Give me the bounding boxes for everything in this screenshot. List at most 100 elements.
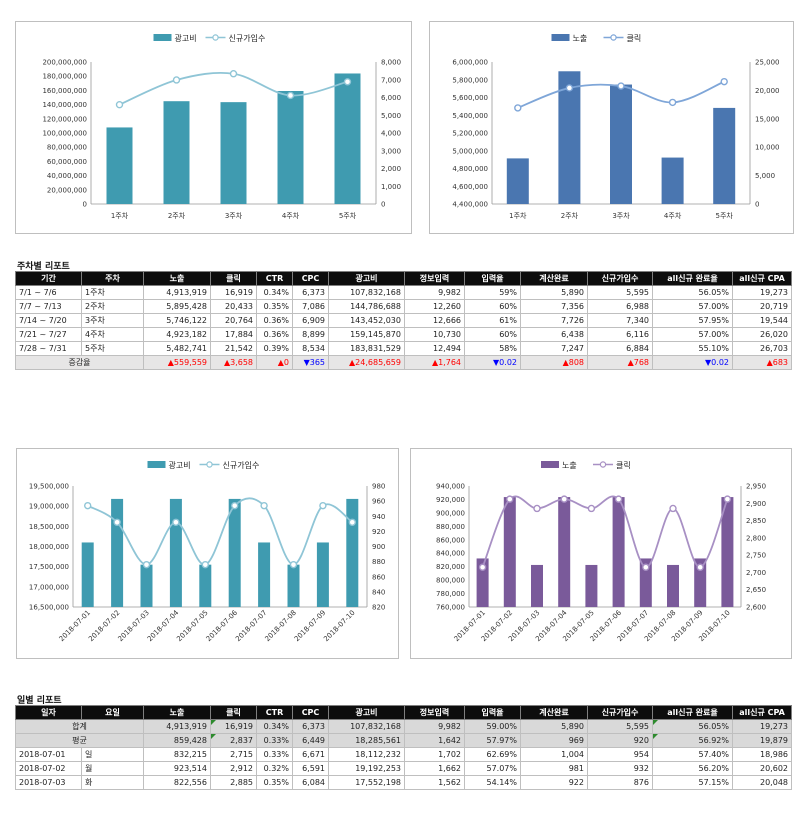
table-cell: 19,273 bbox=[732, 285, 792, 300]
table-cell: 7,726 bbox=[520, 313, 588, 328]
line-point bbox=[83, 501, 92, 510]
y-left-tick-label: 19,000,000 bbox=[29, 503, 69, 511]
table-cell: 832,215 bbox=[143, 747, 211, 762]
delta-row: 증감율 ▲559,559 ▲3,658 ▲0 ▼365 ▲24,685,659 ▲1,764… bbox=[15, 355, 792, 370]
series-line bbox=[481, 495, 729, 569]
table-cell: 6,373 bbox=[292, 285, 329, 300]
table-cell: 4,913,919 bbox=[143, 719, 211, 734]
table-cell: 58% bbox=[464, 341, 521, 356]
table-cell: 859,428 bbox=[143, 733, 211, 748]
table-cell: 9,982 bbox=[404, 719, 465, 734]
bar bbox=[169, 498, 182, 607]
x-tick-label: 2주차 bbox=[168, 211, 186, 220]
table-cell: 26,703 bbox=[732, 341, 792, 356]
y-right-tick-label: 0 bbox=[381, 201, 385, 209]
bar bbox=[81, 542, 94, 607]
table-cell: 0.35% bbox=[256, 299, 293, 314]
bar bbox=[610, 84, 632, 204]
bar bbox=[503, 497, 516, 607]
column-header: 노출 bbox=[143, 705, 211, 720]
table-cell: 4,923,182 bbox=[143, 327, 211, 342]
table-cell: 6,084 bbox=[292, 775, 329, 790]
delta-value: ▲683 bbox=[732, 355, 792, 370]
bar bbox=[106, 127, 133, 204]
table-cell: 0.34% bbox=[256, 719, 293, 734]
y-left-tick-label: 760,000 bbox=[436, 604, 465, 612]
y-right-tick-label: 10,000 bbox=[755, 144, 780, 152]
table-cell: 화 bbox=[81, 775, 144, 790]
table-cell: 1,004 bbox=[520, 747, 588, 762]
table-cell: 62.69% bbox=[464, 747, 521, 762]
y-right-tick-label: 2,600 bbox=[746, 604, 766, 612]
line-point bbox=[565, 84, 574, 92]
table-row: 7/21 ~ 7/27 4주차 4,923,182 17,884 0.36% 8,899 1… bbox=[15, 327, 792, 342]
table-row: 2018-07-03 화 822,556 2,885 0.35% 6,084 17,552,… bbox=[15, 775, 792, 790]
table-cell: 143,452,030 bbox=[328, 313, 405, 328]
y-left-tick-label: 17,500,000 bbox=[29, 563, 69, 571]
legend-bar-swatch bbox=[541, 461, 559, 468]
y-left-tick-label: 5,400,000 bbox=[452, 112, 488, 120]
column-header: CTR bbox=[256, 271, 293, 286]
bar bbox=[346, 498, 359, 607]
table-cell: 954 bbox=[587, 747, 653, 762]
table-cell: 5,746,122 bbox=[143, 313, 211, 328]
y-left-tick-label: 100,000,000 bbox=[42, 130, 87, 138]
bar bbox=[506, 158, 529, 204]
x-tick-label: 5주차 bbox=[716, 211, 734, 220]
table-cell: 12,260 bbox=[404, 299, 465, 314]
table-cell: 18,112,232 bbox=[328, 747, 405, 762]
table-row: 2018-07-01 일 832,215 2,715 0.33% 6,671 18,112,… bbox=[15, 747, 792, 762]
table-row: 7/1 ~ 7/6 1주차 4,913,919 16,919 0.34% 6,373 107… bbox=[15, 285, 792, 300]
table-cell: 2주차 bbox=[81, 299, 144, 314]
legend-line-marker bbox=[599, 461, 607, 468]
table-cell: 57.40% bbox=[652, 747, 733, 762]
table-cell: 144,786,688 bbox=[328, 299, 405, 314]
y-right-tick-label: 980 bbox=[372, 483, 385, 491]
bar bbox=[140, 564, 153, 607]
y-left-tick-label: 780,000 bbox=[436, 590, 465, 598]
y-right-tick-label: 2,000 bbox=[381, 165, 401, 173]
table-cell: 981 bbox=[520, 761, 588, 776]
bar bbox=[721, 497, 734, 607]
column-header: CPC bbox=[292, 271, 329, 286]
table-cell: 920 bbox=[587, 733, 653, 748]
column-header: 정보입력 bbox=[404, 271, 465, 286]
table-cell: 57.00% bbox=[652, 327, 733, 342]
legend-line-marker bbox=[212, 34, 219, 41]
y-left-tick-label: 16,500,000 bbox=[29, 604, 69, 612]
y-left-tick-label: 60,000,000 bbox=[47, 158, 87, 166]
table-cell: 0.34% bbox=[256, 285, 293, 300]
line-point bbox=[172, 76, 181, 84]
legend-label: 노출 bbox=[562, 460, 577, 470]
column-header: 주차 bbox=[81, 271, 144, 286]
table-cell: 2018-07-02 bbox=[15, 761, 82, 776]
table-cell: 1,702 bbox=[404, 747, 465, 762]
y-right-tick-label: 900 bbox=[372, 543, 385, 551]
y-left-tick-label: 4,400,000 bbox=[452, 201, 488, 209]
y-right-tick-label: 820 bbox=[372, 604, 385, 612]
table-cell: 2,885 bbox=[210, 775, 257, 790]
y-left-tick-label: 880,000 bbox=[436, 523, 465, 531]
line-point bbox=[142, 560, 151, 569]
bar bbox=[228, 498, 241, 607]
bar bbox=[585, 564, 598, 607]
line-point bbox=[506, 495, 514, 503]
line-point bbox=[514, 104, 522, 112]
table-cell: 2,715 bbox=[210, 747, 257, 762]
y-right-tick-label: 8,000 bbox=[381, 59, 401, 67]
column-header: 일자 bbox=[15, 705, 82, 720]
column-header: 신규가입수 bbox=[587, 271, 653, 286]
table-cell: 16,919 bbox=[210, 719, 257, 734]
delta-label: 증감율 bbox=[15, 355, 144, 370]
table-cell: 19,879 bbox=[732, 733, 792, 748]
table-cell: 4주차 bbox=[81, 327, 144, 342]
table-cell: 18,285,561 bbox=[328, 733, 405, 748]
column-header: all신규 완료율 bbox=[652, 271, 733, 286]
table-cell: 7/1 ~ 7/6 bbox=[15, 285, 82, 300]
line-point bbox=[260, 501, 268, 510]
y-right-tick-label: 860 bbox=[372, 573, 385, 581]
table-cell: 159,145,870 bbox=[328, 327, 405, 342]
line-point bbox=[172, 518, 180, 527]
y-left-tick-label: 180,000,000 bbox=[42, 73, 87, 81]
y-left-tick-label: 40,000,000 bbox=[47, 172, 87, 180]
